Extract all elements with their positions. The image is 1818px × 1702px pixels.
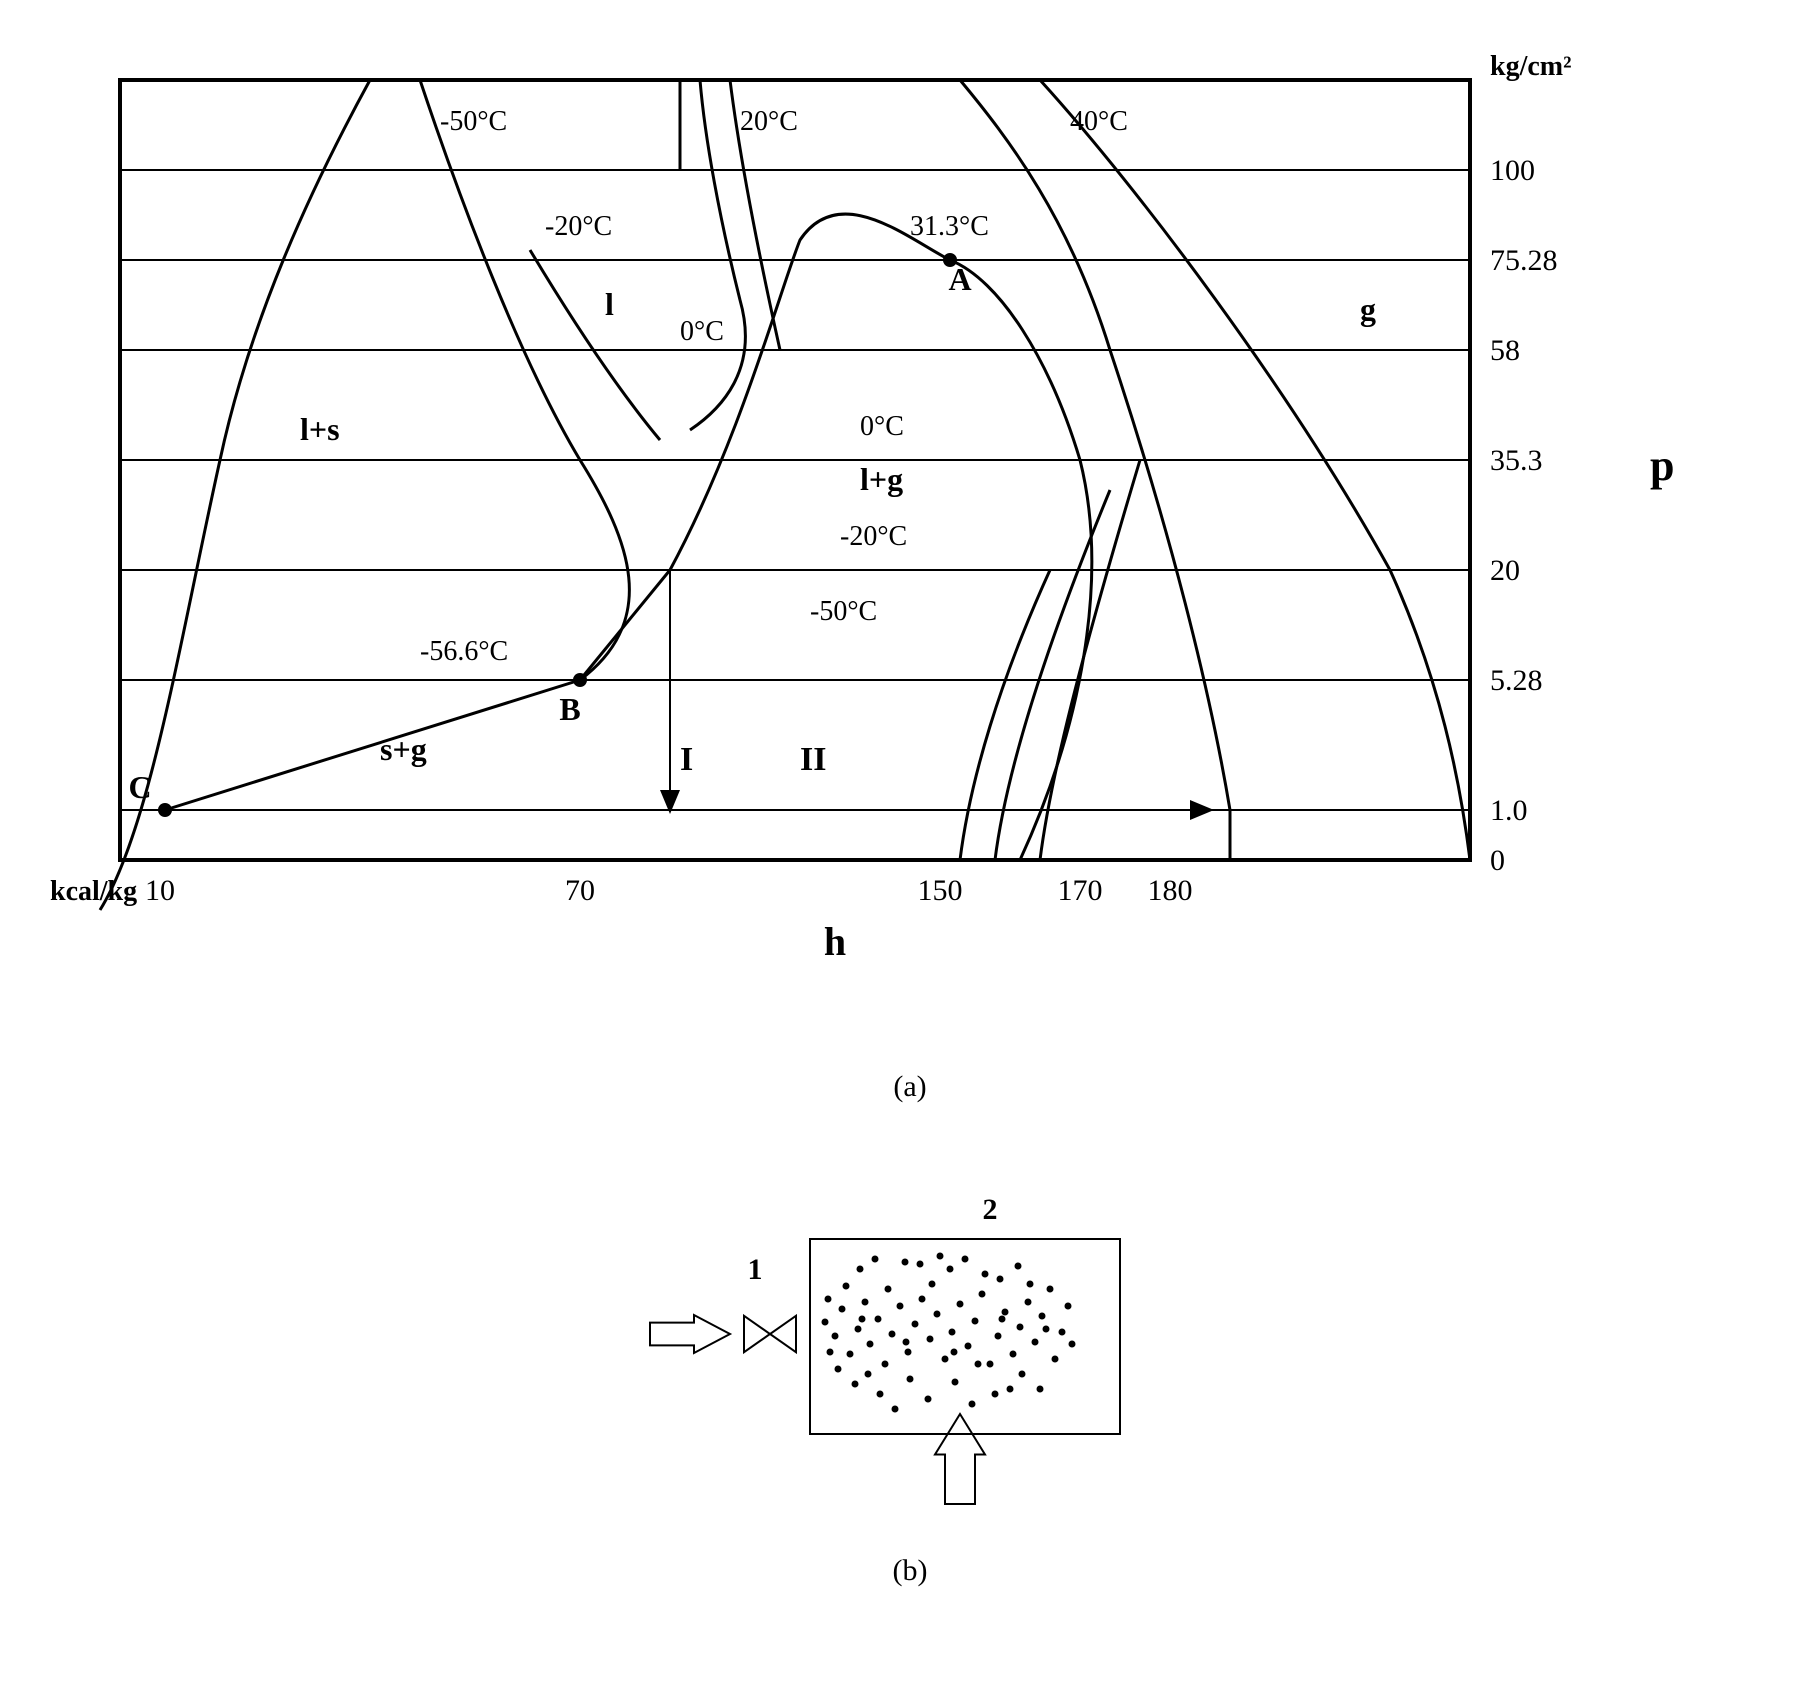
phase-diagram: ABCll+sl+gs+ggIII-50°C20°C40°C-20°C31.3°… [40, 40, 1780, 1040]
caption-a: (a) [40, 1070, 1780, 1104]
svg-text:s+g: s+g [380, 731, 427, 767]
svg-text:100: 100 [1490, 154, 1535, 187]
svg-text:1.0: 1.0 [1490, 794, 1528, 827]
svg-text:20: 20 [1490, 554, 1520, 587]
svg-text:C: C [128, 769, 151, 805]
svg-text:II: II [800, 741, 826, 778]
svg-text:31.3°C: 31.3°C [910, 211, 989, 242]
svg-text:10: 10 [145, 874, 175, 907]
svg-text:h: h [824, 919, 846, 964]
svg-text:l+g: l+g [860, 461, 903, 497]
svg-text:20°C: 20°C [740, 106, 798, 137]
caption-b: (b) [40, 1554, 1780, 1588]
svg-text:-20°C: -20°C [840, 521, 907, 552]
phase-diagram-svg: ABCll+sl+gs+ggIII-50°C20°C40°C-20°C31.3°… [40, 40, 1780, 1040]
svg-text:35.3: 35.3 [1490, 444, 1543, 477]
svg-text:40°C: 40°C [1070, 106, 1128, 137]
svg-text:-50°C: -50°C [440, 106, 507, 137]
svg-text:70: 70 [565, 874, 595, 907]
svg-text:0: 0 [1490, 844, 1505, 877]
diagram-b-svg: 12 [610, 1164, 1210, 1544]
svg-text:2: 2 [983, 1193, 998, 1226]
svg-text:180: 180 [1148, 874, 1193, 907]
svg-text:1: 1 [748, 1253, 763, 1286]
svg-text:170: 170 [1058, 874, 1103, 907]
svg-text:p: p [1650, 441, 1674, 490]
svg-text:58: 58 [1490, 334, 1520, 367]
svg-text:75.28: 75.28 [1490, 244, 1558, 277]
svg-text:-56.6°C: -56.6°C [420, 636, 508, 667]
svg-text:0°C: 0°C [680, 316, 724, 347]
svg-text:kg/cm²: kg/cm² [1490, 51, 1572, 82]
svg-text:l: l [605, 286, 614, 322]
svg-text:-20°C: -20°C [545, 211, 612, 242]
svg-text:-50°C: -50°C [810, 596, 877, 627]
svg-text:kcal/kg: kcal/kg [50, 876, 137, 907]
svg-text:0°C: 0°C [860, 411, 904, 442]
svg-text:I: I [680, 741, 693, 778]
svg-text:150: 150 [918, 874, 963, 907]
svg-text:B: B [559, 691, 580, 727]
diagram-b: 12 [610, 1164, 1210, 1524]
svg-text:g: g [1360, 291, 1376, 327]
svg-text:A: A [948, 261, 971, 297]
svg-text:l+s: l+s [300, 411, 340, 447]
svg-text:5.28: 5.28 [1490, 664, 1543, 697]
